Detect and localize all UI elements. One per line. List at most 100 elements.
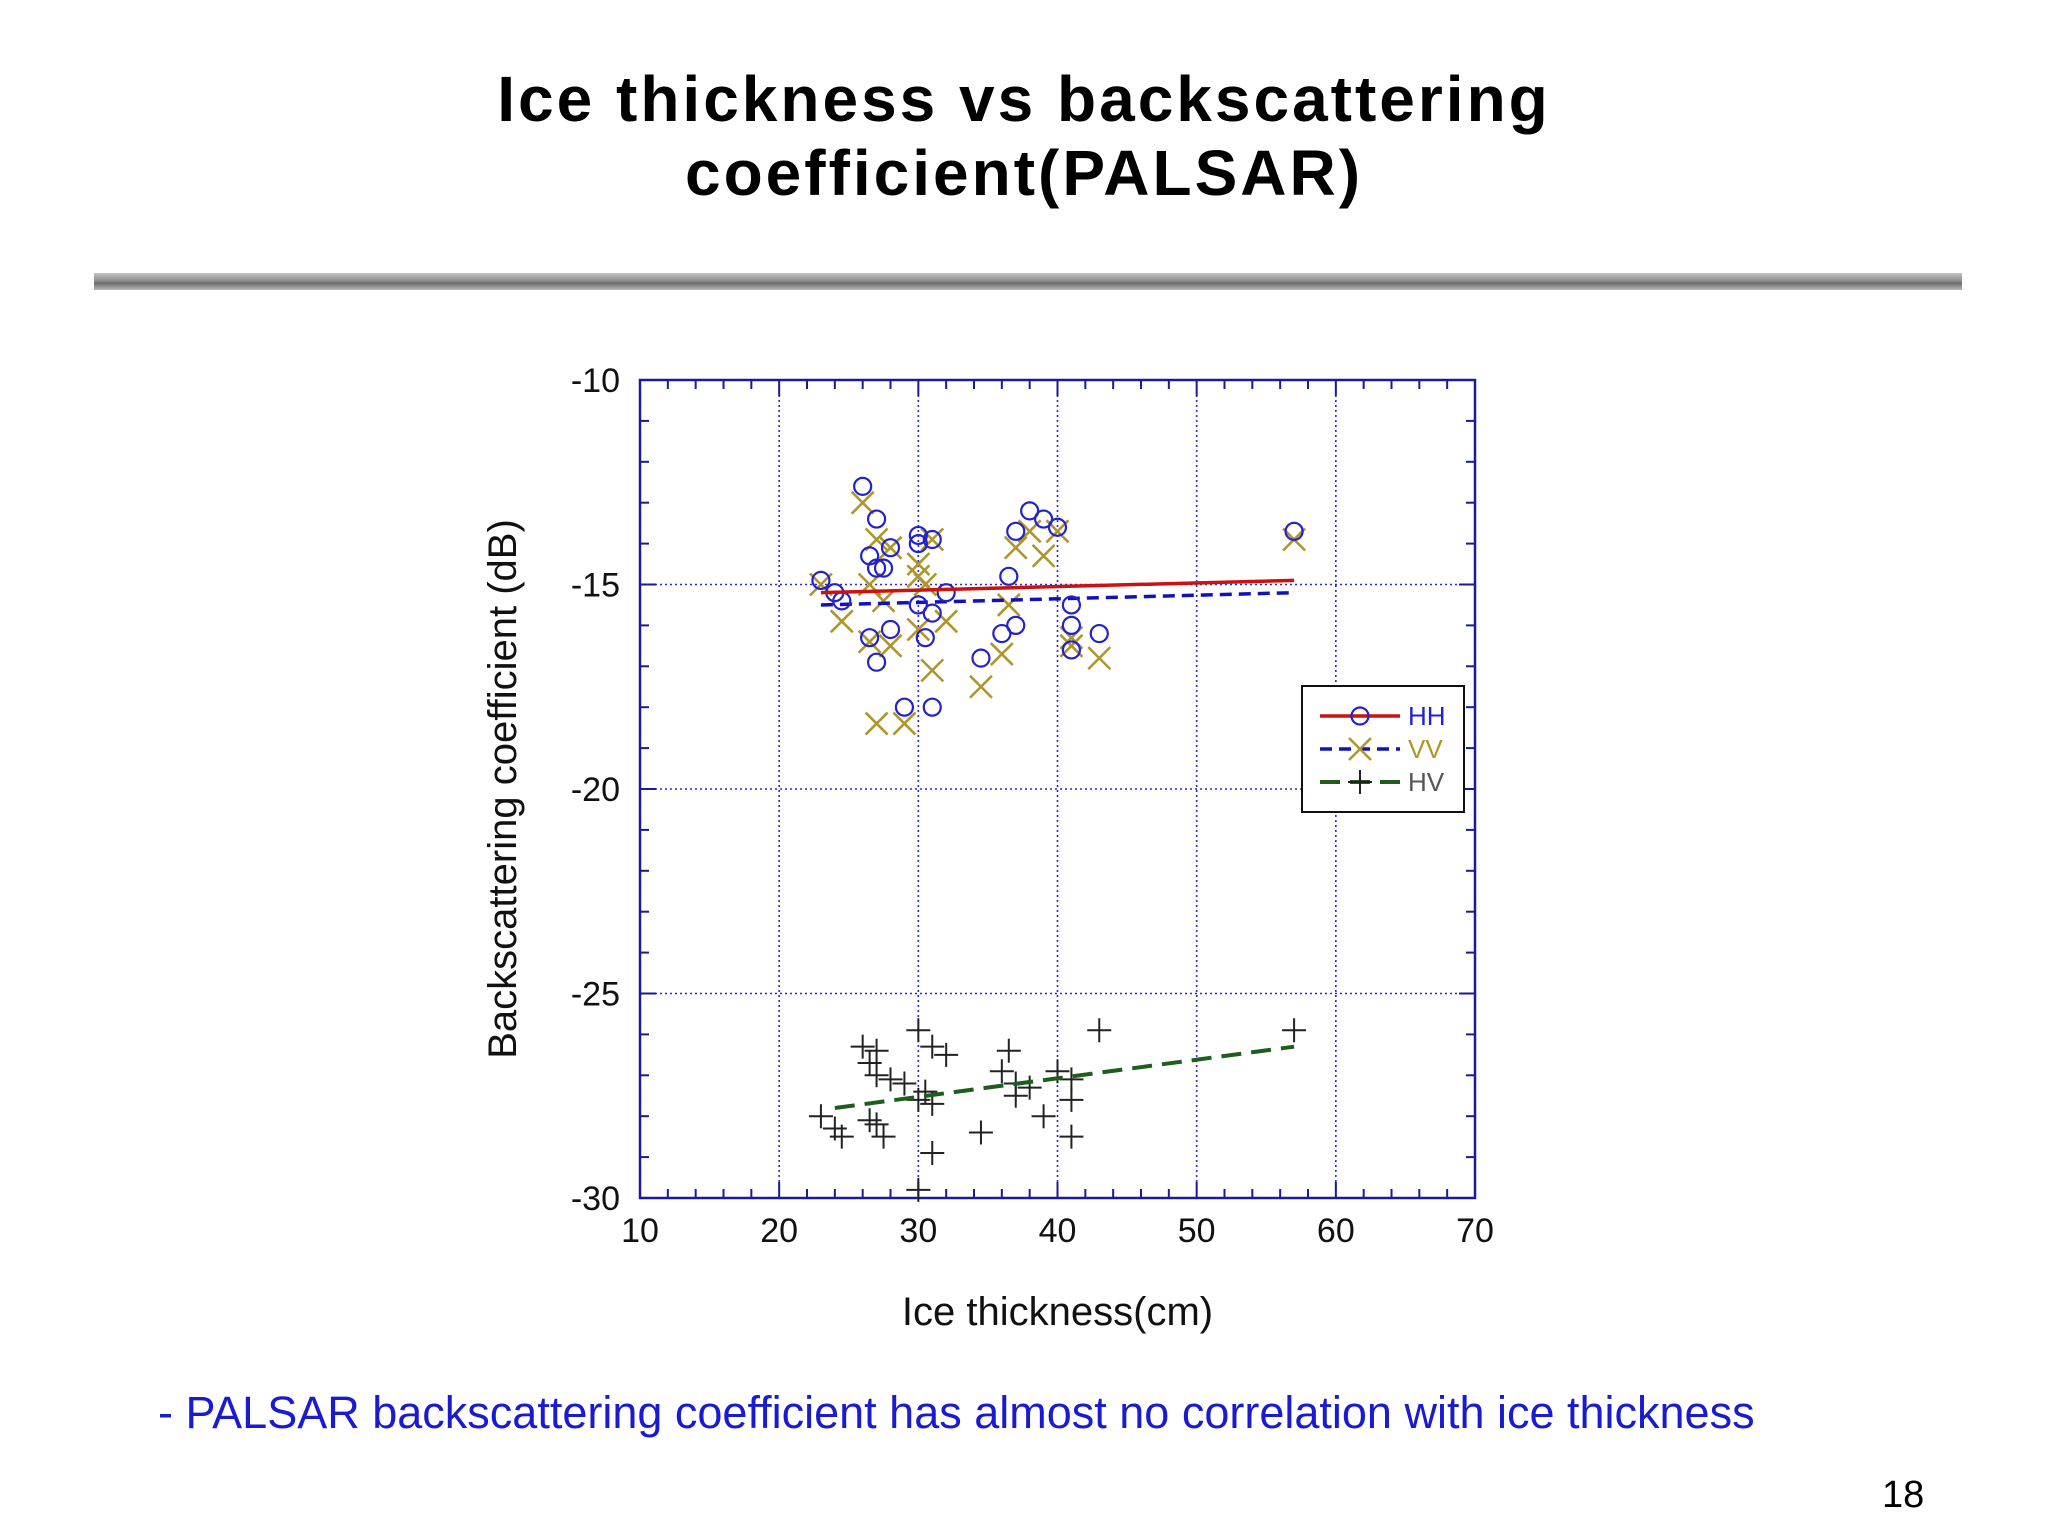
hv-trend-line: [834, 1044, 1295, 1111]
vv-point: [829, 609, 854, 634]
hv-marker-shape: [920, 1141, 945, 1166]
hh-point: [894, 697, 915, 717]
vv-point: [878, 633, 903, 658]
hv-point: [829, 1124, 854, 1149]
hh-point: [873, 558, 894, 578]
hh-marker-shape: [1061, 640, 1082, 660]
slide-caption: - PALSAR backscattering coefficient has …: [158, 1387, 1755, 1438]
hv-marker-shape: [989, 1059, 1014, 1084]
hh-marker-shape: [908, 525, 928, 546]
hv-marker-shape: [934, 1042, 959, 1067]
hv-point: [1031, 1104, 1056, 1129]
hv-marker-shape: [829, 1124, 854, 1149]
y-tick-label: -25: [571, 976, 620, 1014]
vv-point: [1031, 543, 1056, 568]
hh-point: [1284, 521, 1304, 541]
hh-marker-shape: [936, 583, 956, 603]
title-divider: [94, 273, 1962, 290]
vv-marker-shape: [1087, 646, 1112, 671]
hh-point: [908, 525, 928, 546]
hh-point: [1020, 501, 1040, 521]
hv-point: [878, 1067, 903, 1092]
hv-point: [920, 1034, 945, 1059]
hh-marker-shape: [866, 558, 887, 578]
hv-marker-shape: [1087, 1018, 1112, 1043]
y-axis-label: Backscattering coefficient (dB): [481, 519, 525, 1059]
x-tick-label: 30: [899, 1212, 937, 1250]
hh-marker-shape: [999, 566, 1019, 586]
y-tick-label: -15: [571, 567, 620, 605]
hv-point: [913, 1079, 938, 1104]
hh-marker-shape: [1033, 509, 1054, 529]
vv-point: [1003, 535, 1028, 560]
vv-point: [906, 617, 931, 642]
hv-point: [989, 1059, 1014, 1084]
hv-point: [864, 1112, 889, 1137]
hh-marker-shape: [894, 697, 915, 717]
hh-point: [908, 533, 928, 554]
legend-label-hv: HV: [1408, 767, 1445, 797]
hv-point: [1059, 1087, 1084, 1112]
hh-point: [880, 538, 901, 558]
hh-point: [1006, 615, 1026, 636]
vv-point: [920, 527, 945, 552]
hh-point: [1006, 521, 1026, 541]
hh-marker-shape: [860, 628, 880, 648]
x-tick-label: 10: [621, 1212, 659, 1250]
hv-marker-shape: [1031, 1104, 1056, 1129]
hh-point: [1061, 615, 1082, 636]
vv-point: [1087, 646, 1112, 671]
hh-marker-shape: [1020, 501, 1040, 521]
hh-marker-shape: [811, 570, 831, 591]
hv-marker-shape: [1059, 1124, 1084, 1149]
hh-marker-shape: [866, 652, 887, 672]
hh-point: [922, 529, 942, 550]
vv-point: [871, 588, 896, 613]
hh-marker-shape: [1061, 595, 1082, 615]
hv-marker-shape: [906, 1177, 931, 1202]
hh-point: [908, 595, 928, 615]
hv-marker-shape: [850, 1034, 875, 1059]
vv-point: [920, 658, 945, 683]
hh-marker-shape: [922, 529, 942, 550]
hh-marker-shape: [992, 623, 1012, 644]
vv-marker-shape: [1003, 535, 1028, 560]
vv-marker-shape: [969, 674, 993, 699]
hv-marker-shape: [906, 1018, 931, 1043]
y-tick-label: -10: [571, 362, 620, 400]
hv-marker-shape: [1017, 1075, 1042, 1100]
vv-marker-shape: [871, 588, 896, 613]
hv-marker-shape: [857, 1108, 882, 1133]
hh-marker-shape: [922, 697, 942, 717]
hv-marker-shape: [808, 1104, 833, 1129]
hh-marker-shape: [1006, 615, 1026, 636]
hv-marker-shape: [1059, 1087, 1084, 1112]
hh-point: [971, 648, 991, 668]
hh-point: [992, 623, 1012, 644]
vv-marker-shape: [920, 658, 945, 683]
hh-point: [853, 476, 873, 496]
hv-point: [934, 1042, 959, 1067]
y-tick-label: -30: [571, 1180, 620, 1218]
hv-point: [892, 1071, 917, 1096]
hh-marker-shape: [1006, 521, 1026, 541]
hv-point: [1017, 1075, 1042, 1100]
slide-title: Ice thickness vs backscattering coeffici…: [0, 62, 2048, 210]
vv-point: [850, 490, 875, 515]
vv-marker-shape: [1348, 737, 1372, 761]
vv-marker-shape: [934, 609, 959, 634]
hv-marker-shape: [864, 1063, 889, 1088]
hv-point: [864, 1063, 889, 1088]
vv-marker-shape: [906, 617, 931, 642]
x-tick-label: 20: [760, 1212, 798, 1250]
hv-marker-shape: [892, 1071, 917, 1096]
hh-point: [915, 628, 935, 648]
hv-point: [857, 1108, 882, 1133]
vv-point: [906, 552, 931, 576]
vv-marker-shape: [906, 552, 931, 576]
hv-point: [1059, 1124, 1084, 1149]
hh-point: [811, 570, 831, 591]
y-tick-label: -20: [571, 771, 620, 809]
